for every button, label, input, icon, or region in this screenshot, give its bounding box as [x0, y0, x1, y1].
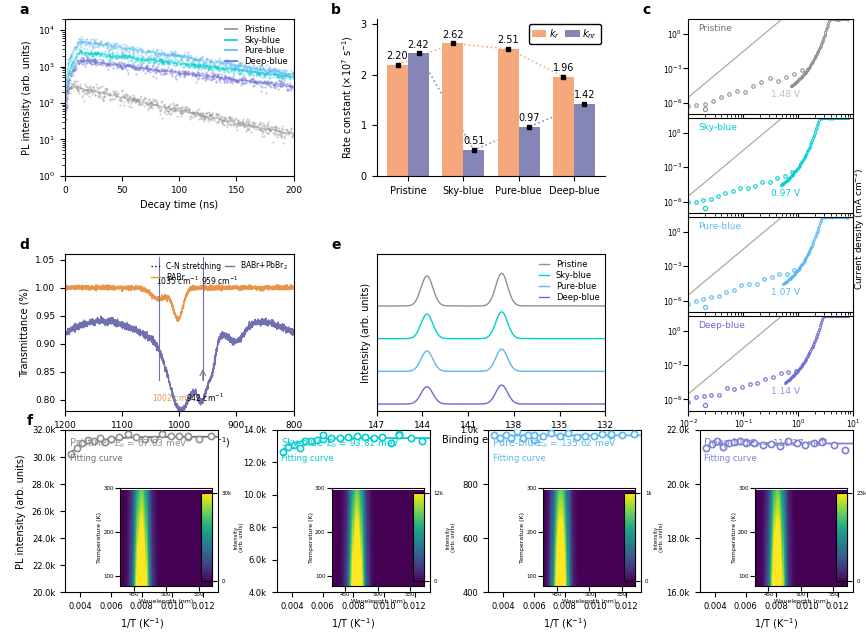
- Y-axis label: Transmittance (%): Transmittance (%): [20, 288, 29, 377]
- Y-axis label: Intensity
(arb. units): Intensity (arb. units): [445, 522, 456, 552]
- Text: 2.51: 2.51: [497, 36, 519, 45]
- Text: Fitting curve: Fitting curve: [704, 454, 757, 463]
- Text: 1.14 V: 1.14 V: [771, 387, 799, 396]
- Bar: [408, 54, 429, 176]
- Text: 2.62: 2.62: [442, 30, 463, 40]
- Bar: [498, 49, 519, 176]
- Bar: [387, 64, 408, 176]
- X-axis label: 1/T (K$^{-1}$): 1/T (K$^{-1}$): [331, 617, 375, 631]
- X-axis label: Decay time (ns): Decay time (ns): [140, 200, 218, 210]
- Text: Deep-blue: Deep-blue: [704, 438, 755, 448]
- Legend: Pristine, Sky-blue, Pure-blue, Deep-blue: Pristine, Sky-blue, Pure-blue, Deep-blue: [223, 24, 289, 68]
- Y-axis label: Rate constant ($\times$10$^7$ s$^{-1}$): Rate constant ($\times$10$^7$ s$^{-1}$): [340, 36, 355, 159]
- X-axis label: 1/T (K$^{-1}$): 1/T (K$^{-1}$): [754, 617, 798, 631]
- Text: $E_b$ = 135.62 meV: $E_b$ = 135.62 meV: [537, 437, 617, 450]
- Text: $E_b$ = 111.27 meV: $E_b$ = 111.27 meV: [749, 437, 828, 450]
- Text: $E_b$ = 93.81 meV: $E_b$ = 93.81 meV: [326, 437, 399, 450]
- Bar: [519, 127, 540, 176]
- Bar: [574, 104, 595, 176]
- Text: $E_b$ = 67.83 meV: $E_b$ = 67.83 meV: [114, 437, 188, 450]
- X-axis label: 1/T (K$^{-1}$): 1/T (K$^{-1}$): [120, 617, 164, 631]
- Text: Sky-blue: Sky-blue: [698, 124, 737, 132]
- Text: Fitting curve: Fitting curve: [69, 454, 122, 463]
- Text: f: f: [27, 414, 33, 428]
- Text: 1.07 V: 1.07 V: [771, 288, 800, 297]
- X-axis label: 1/T (K$^{-1}$): 1/T (K$^{-1}$): [543, 617, 587, 631]
- Y-axis label: PL intensity (arb. units): PL intensity (arb. units): [23, 40, 33, 155]
- Y-axis label: Intensity
(arb. units): Intensity (arb. units): [653, 522, 664, 552]
- Text: 1002 cm$^{-1}$: 1002 cm$^{-1}$: [152, 392, 195, 404]
- Text: 942 cm$^{-1}$: 942 cm$^{-1}$: [186, 392, 224, 404]
- Text: b: b: [331, 3, 340, 17]
- Legend: C-N stretching, BABr, BABr+PbBr$_2$: C-N stretching, BABr, BABr+PbBr$_2$: [149, 258, 290, 283]
- Text: Pure-blue: Pure-blue: [493, 438, 540, 448]
- Legend: Pristine, Sky-blue, Pure-blue, Deep-blue: Pristine, Sky-blue, Pure-blue, Deep-blue: [538, 259, 601, 304]
- Y-axis label: PL intensity (arb. units): PL intensity (arb. units): [16, 454, 26, 568]
- X-axis label: Wavenumber (cm$^{-1}$): Wavenumber (cm$^{-1}$): [128, 435, 230, 450]
- Bar: [463, 150, 484, 176]
- Text: 1.42: 1.42: [573, 90, 595, 101]
- Text: 0.97 V: 0.97 V: [771, 189, 800, 198]
- Text: 1035 cm$^{-1}$: 1035 cm$^{-1}$: [157, 275, 199, 287]
- X-axis label: Binding energy (eV): Binding energy (eV): [443, 435, 540, 445]
- Text: 959 cm$^{-1}$: 959 cm$^{-1}$: [201, 275, 239, 287]
- Text: Fitting curve: Fitting curve: [281, 454, 333, 463]
- Text: 1.96: 1.96: [553, 63, 574, 73]
- Text: Pristine: Pristine: [69, 438, 107, 448]
- Legend: $k_r$, $k_{nr}$: $k_r$, $k_{nr}$: [529, 24, 600, 43]
- Text: 2.20: 2.20: [387, 51, 409, 61]
- Y-axis label: Intensity (arb. units): Intensity (arb. units): [361, 282, 371, 383]
- Text: Fitting curve: Fitting curve: [493, 454, 546, 463]
- Text: c: c: [643, 3, 650, 17]
- Text: 1.48 V: 1.48 V: [771, 90, 799, 99]
- Text: 0.97: 0.97: [519, 113, 540, 123]
- Text: Sky-blue: Sky-blue: [281, 438, 323, 448]
- Text: e: e: [331, 238, 340, 252]
- Text: 2.42: 2.42: [408, 40, 430, 50]
- Bar: [443, 43, 463, 176]
- Text: a: a: [19, 3, 29, 17]
- Text: d: d: [19, 238, 29, 252]
- Text: Current density (mA cm$^{-2}$): Current density (mA cm$^{-2}$): [853, 168, 866, 290]
- Text: Pristine: Pristine: [698, 24, 732, 34]
- Text: Deep-blue: Deep-blue: [698, 321, 745, 330]
- X-axis label: Voltage (V): Voltage (V): [746, 435, 796, 444]
- Text: Pure-blue: Pure-blue: [698, 222, 741, 231]
- Text: 0.51: 0.51: [463, 136, 485, 147]
- Y-axis label: Intensity
(arb. units): Intensity (arb. units): [234, 522, 244, 552]
- Bar: [553, 76, 574, 176]
